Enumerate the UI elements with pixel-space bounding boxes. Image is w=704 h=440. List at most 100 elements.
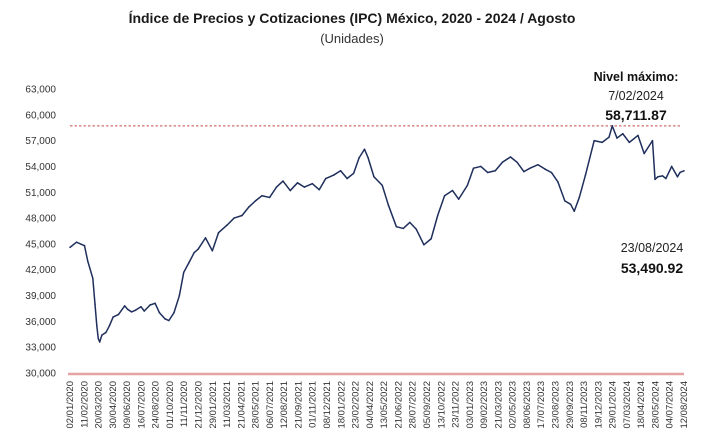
y-tick-label: 45,000	[25, 239, 56, 250]
data-point	[430, 238, 432, 240]
data-point	[94, 303, 96, 305]
last-close-value: 53,490.92	[621, 260, 683, 276]
max-level-value: 58,711.87	[605, 107, 667, 123]
series-segment	[616, 133, 624, 139]
series-segment	[676, 171, 681, 178]
series-segment	[233, 214, 243, 219]
series-segment	[75, 241, 86, 247]
x-tick-label: 23/02/2022	[351, 381, 362, 429]
data-point	[415, 228, 417, 230]
y-tick-label: 30,000	[25, 369, 56, 380]
data-point	[509, 156, 512, 158]
data-point	[516, 161, 518, 163]
data-point	[451, 189, 454, 192]
data-point	[108, 325, 111, 327]
data-point	[643, 152, 645, 155]
series-segment	[550, 171, 559, 183]
series-segment	[86, 260, 94, 280]
series-segment	[83, 244, 89, 262]
data-point	[373, 176, 375, 178]
data-point	[140, 306, 142, 308]
series-segment	[395, 225, 405, 230]
series-segment	[472, 165, 482, 169]
series-segment	[670, 165, 679, 178]
data-point	[173, 312, 175, 314]
x-tick-label: 30/04/2020	[108, 381, 119, 429]
series-segment	[197, 237, 207, 250]
series-segment	[226, 217, 235, 226]
series-segment	[126, 308, 133, 313]
data-point	[325, 177, 327, 180]
series-segment	[622, 133, 631, 144]
y-tick-label: 33,000	[25, 343, 56, 354]
x-tick-label: 21/12/2020	[194, 381, 205, 429]
data-point	[628, 141, 630, 143]
x-tick-label: 12/08/2024	[679, 381, 690, 429]
series-segment	[601, 136, 610, 144]
x-tick-label: 01/11/2021	[308, 381, 319, 428]
series-segment	[643, 139, 654, 155]
series-segment	[381, 184, 390, 206]
series-segment	[516, 161, 525, 173]
x-tick-label: 28/07/2022	[408, 381, 419, 429]
x-tick-label: 28/05/2021	[251, 381, 262, 429]
data-point	[154, 302, 156, 304]
series-segment	[608, 125, 614, 138]
series-segment	[143, 304, 151, 312]
data-point	[472, 167, 475, 169]
data-point	[662, 175, 664, 177]
last-close-date: 23/08/2024	[621, 241, 684, 255]
data-point	[616, 137, 618, 139]
series-segment	[303, 182, 314, 188]
series-segment	[501, 156, 512, 163]
data-point	[611, 125, 613, 127]
data-point	[183, 271, 185, 273]
data-point	[676, 176, 679, 178]
data-point	[622, 133, 624, 135]
series-segment	[436, 194, 446, 217]
series-segment	[173, 294, 181, 314]
data-point	[241, 214, 243, 217]
series-segment	[105, 324, 111, 334]
data-point	[318, 189, 320, 191]
data-point	[75, 241, 78, 243]
data-point	[637, 134, 639, 137]
series-segment	[117, 305, 126, 316]
series-segment	[363, 148, 369, 159]
series-segment	[324, 174, 335, 180]
data-point	[601, 141, 603, 143]
data-point	[367, 157, 369, 159]
data-point	[501, 161, 504, 163]
chart-subtitle: (Unidades)	[320, 31, 384, 46]
series-segment	[98, 334, 103, 343]
data-point	[494, 170, 496, 172]
data-point	[346, 177, 348, 180]
series-segment	[268, 186, 278, 199]
series-segment	[537, 163, 546, 170]
series-segment	[523, 167, 531, 173]
x-tick-label: 08/11/2023	[579, 381, 590, 428]
series-segment	[367, 157, 375, 178]
data-point	[112, 316, 114, 318]
series-segment	[241, 206, 250, 217]
data-point	[402, 227, 404, 230]
data-point	[593, 140, 595, 142]
data-point	[480, 165, 482, 168]
x-tick-label: 23/08/2023	[550, 381, 561, 429]
series-segment	[529, 163, 539, 169]
data-point	[458, 198, 460, 200]
data-point	[657, 176, 659, 178]
series-segment	[108, 316, 114, 327]
data-point	[105, 331, 107, 334]
series-segment	[158, 312, 166, 320]
data-point	[178, 294, 180, 297]
data-point	[197, 248, 199, 250]
series-segment	[494, 161, 504, 172]
x-tick-label: 28/05/2024	[650, 381, 661, 429]
data-point	[671, 165, 673, 168]
x-tick-label: 21/04/2021	[236, 381, 247, 429]
x-tick-label: 19/12/2023	[593, 381, 604, 429]
x-tick-label: 04/04/2022	[365, 381, 376, 429]
series-segment	[96, 324, 100, 340]
series-segment	[651, 139, 656, 181]
